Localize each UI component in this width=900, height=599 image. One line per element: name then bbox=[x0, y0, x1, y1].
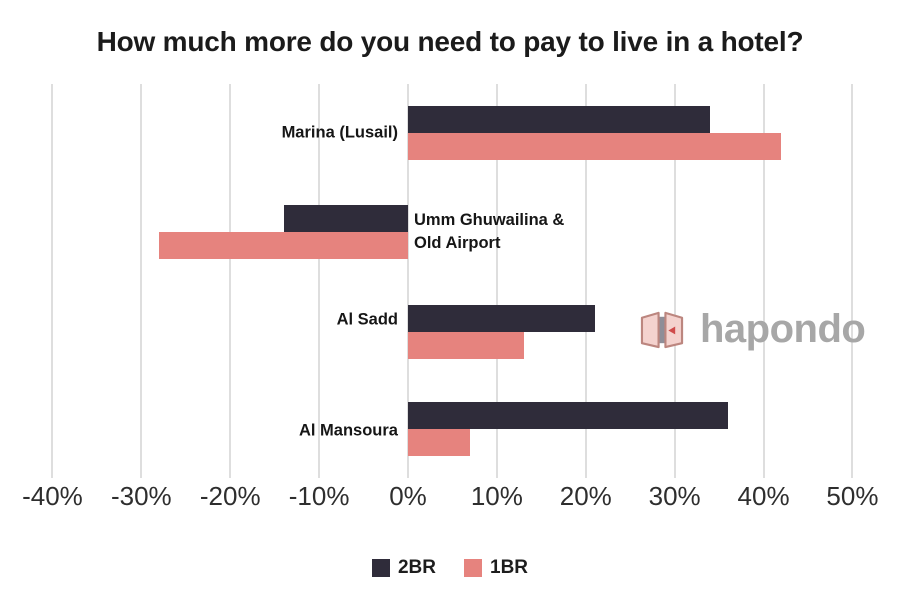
gridline bbox=[318, 84, 321, 478]
gridline bbox=[584, 84, 587, 478]
gridline bbox=[762, 84, 765, 478]
x-tick-label: -30% bbox=[110, 481, 172, 511]
legend-item-1br: 1BR bbox=[464, 557, 528, 579]
legend-label-2br: 2BR bbox=[397, 557, 436, 578]
bar-1br-row0 bbox=[408, 133, 782, 160]
bar-2br-row1 bbox=[283, 205, 408, 232]
brand-name: hapondo bbox=[700, 307, 866, 351]
category-label: Umm Ghuwailina & Old Airport bbox=[414, 210, 565, 252]
category-label: Al Mansoura bbox=[298, 421, 398, 440]
gridline bbox=[140, 84, 143, 478]
chart-title: How much more do you need to pay to live… bbox=[96, 26, 804, 57]
gridline bbox=[51, 84, 54, 478]
x-tick-label: 40% bbox=[737, 481, 790, 511]
gridline bbox=[673, 84, 676, 478]
bar-2br-row0 bbox=[408, 106, 711, 133]
brand-watermark: hapondo bbox=[639, 306, 866, 352]
bar-1br-row3 bbox=[408, 429, 471, 456]
category-label: Marina (Lusail) bbox=[281, 123, 398, 142]
x-tick-label: 30% bbox=[648, 481, 701, 511]
x-tick-label: -20% bbox=[199, 481, 261, 511]
category-label: Al Sadd bbox=[336, 310, 398, 329]
gridline bbox=[407, 84, 409, 478]
gridline bbox=[851, 84, 854, 478]
x-tick-label: -10% bbox=[288, 481, 350, 511]
gridline bbox=[495, 84, 498, 478]
x-tick-label: 20% bbox=[559, 481, 612, 511]
x-tick-label: -40% bbox=[22, 481, 83, 511]
gridline bbox=[229, 84, 232, 478]
bar-2br-row3 bbox=[408, 402, 728, 429]
chart-legend: 2BR 1BR bbox=[0, 557, 900, 579]
bar-1br-row2 bbox=[408, 332, 524, 359]
legend-swatch-2br bbox=[371, 559, 390, 577]
hapondo-logo-icon bbox=[640, 311, 684, 349]
bar-1br-row1 bbox=[159, 232, 408, 259]
x-tick-label: 50% bbox=[826, 481, 879, 511]
legend-item-2br: 2BR bbox=[371, 557, 436, 579]
legend-label-1br: 1BR bbox=[490, 557, 529, 578]
bar-2br-row2 bbox=[408, 305, 595, 332]
x-tick-label: 10% bbox=[470, 481, 523, 511]
x-tick-label: 0% bbox=[389, 481, 427, 511]
legend-swatch-1br bbox=[464, 559, 482, 577]
